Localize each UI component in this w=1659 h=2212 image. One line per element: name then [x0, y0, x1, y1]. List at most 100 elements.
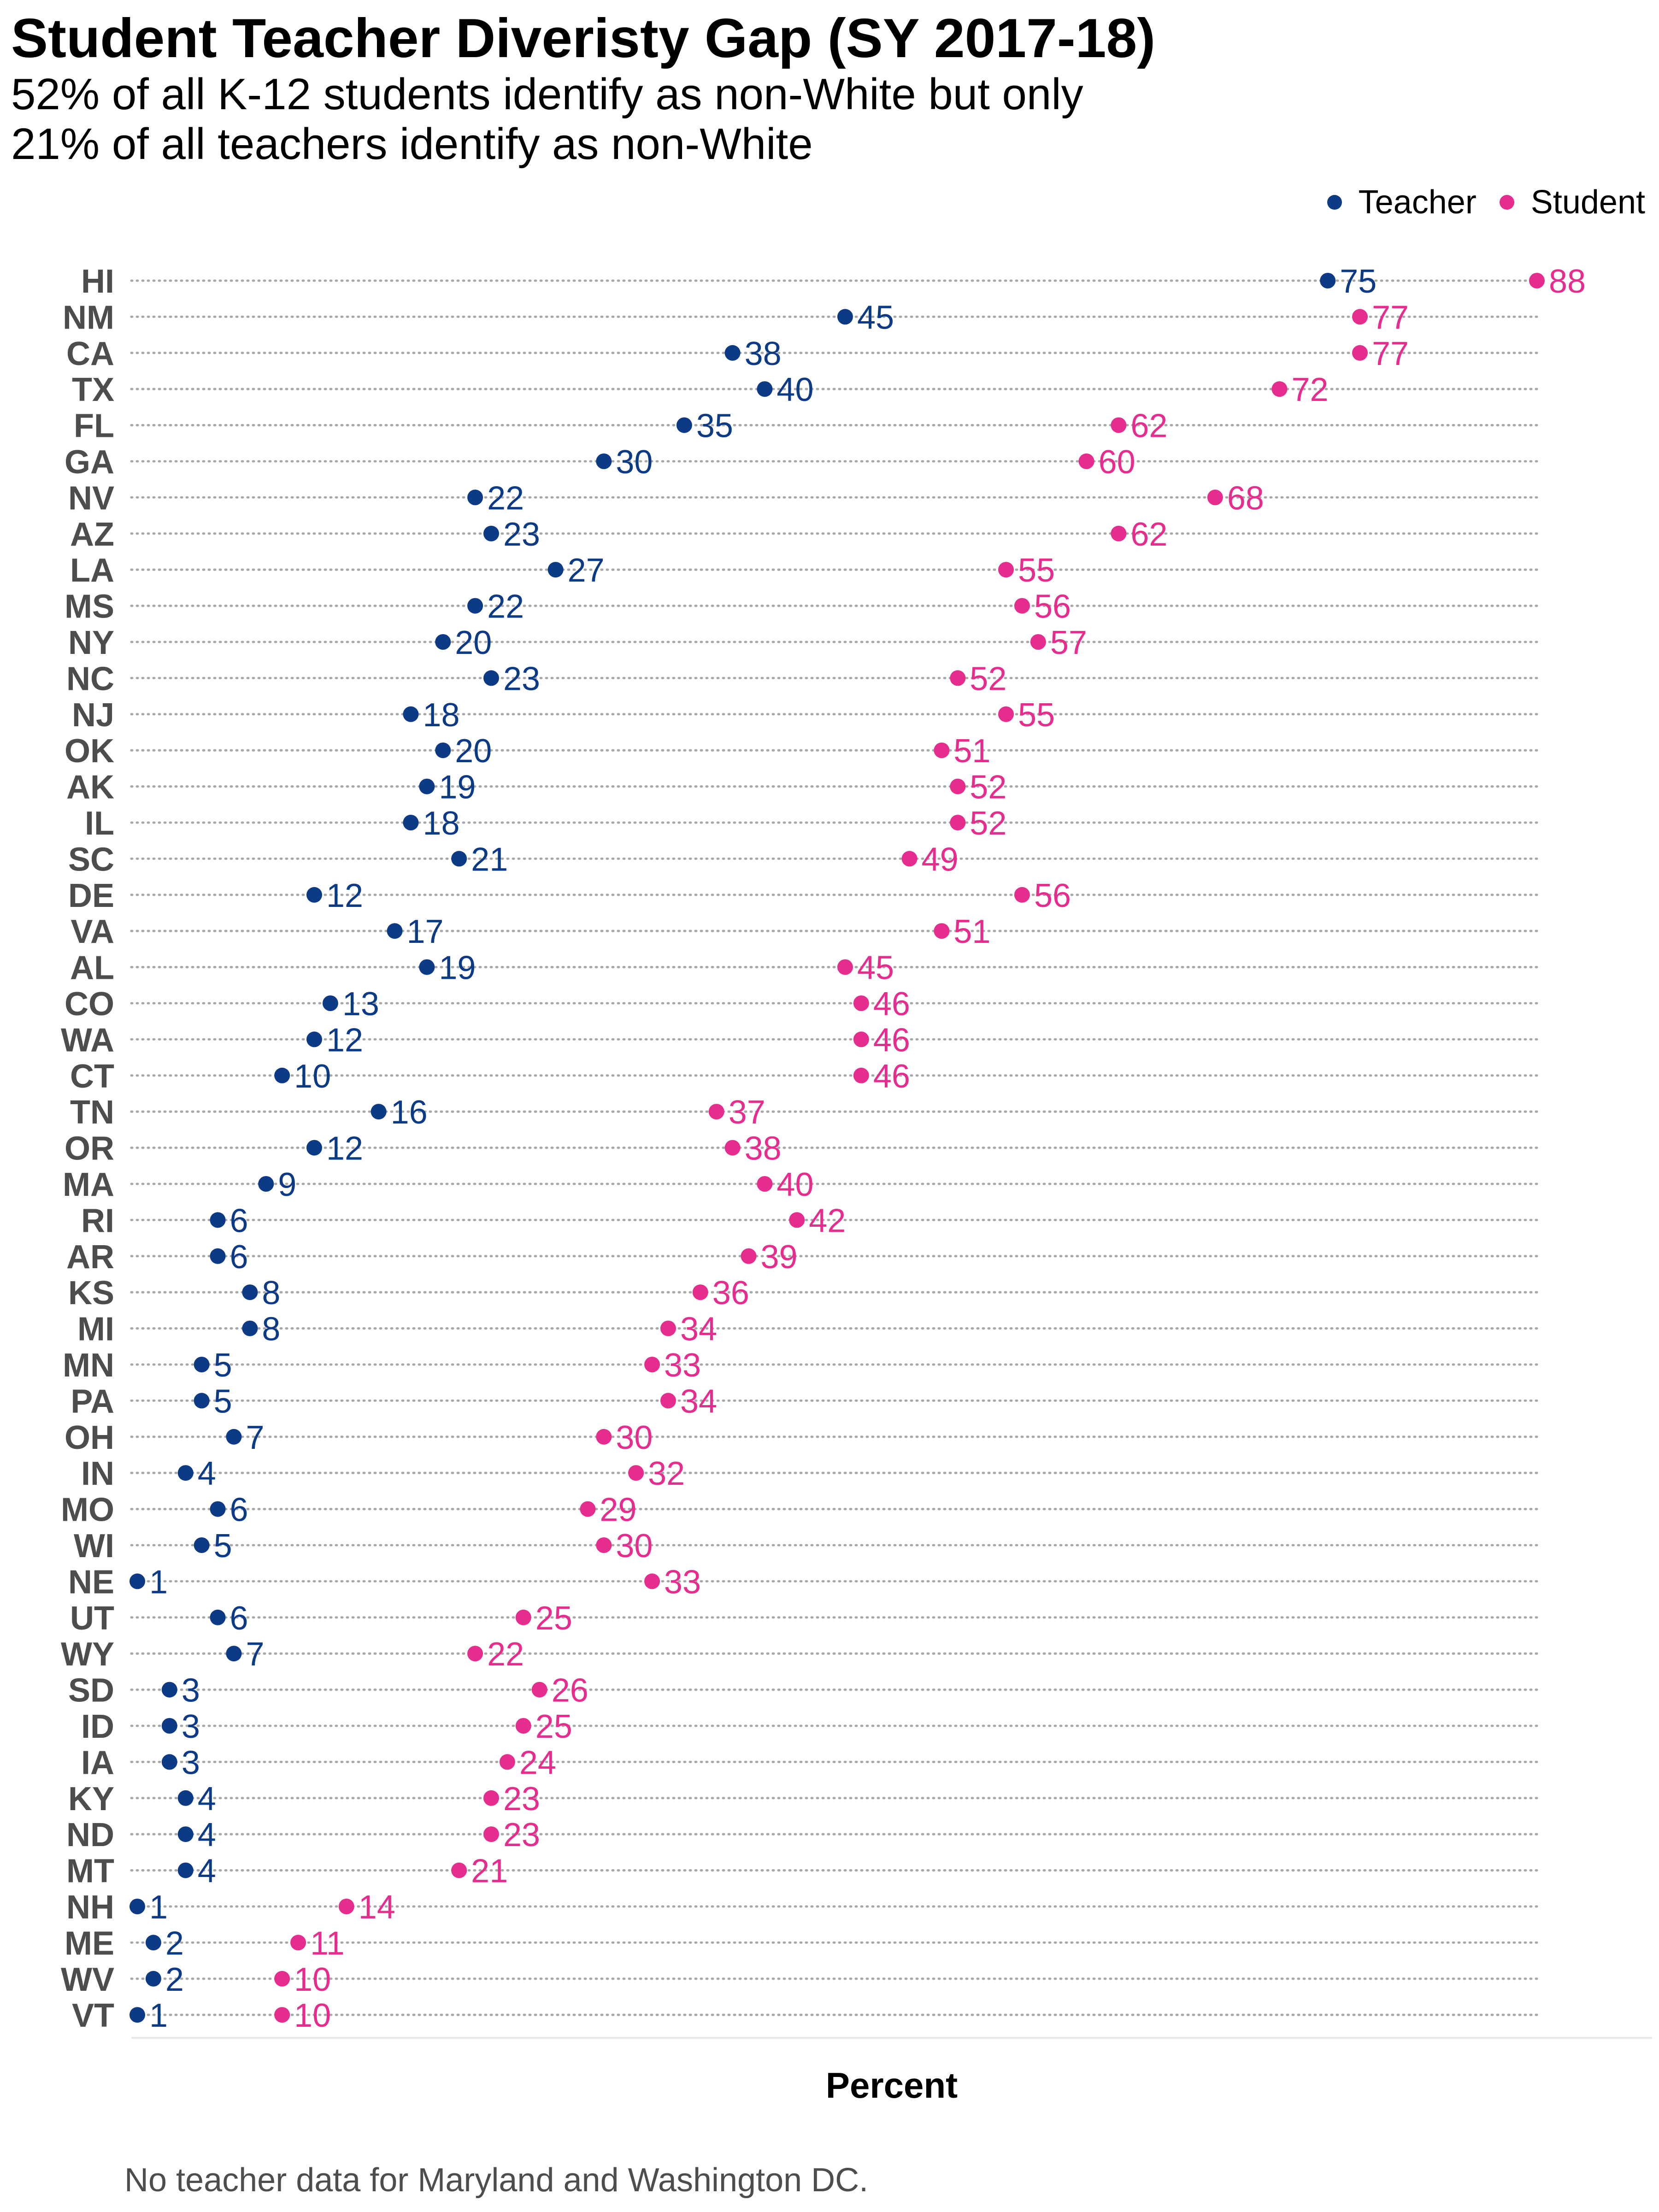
- teacher-point-ny: [435, 634, 451, 650]
- teacher-value-wi: 5: [214, 1528, 232, 1565]
- student-value-ks: 36: [712, 1275, 749, 1312]
- teacher-point-tx: [757, 381, 773, 397]
- student-value-wi: 30: [616, 1528, 653, 1565]
- student-value-az: 62: [1130, 516, 1167, 553]
- chart-legend: Teacher Student: [1304, 183, 1645, 221]
- state-label-nd: ND: [66, 1817, 114, 1853]
- teacher-point-il: [403, 815, 419, 830]
- state-label-az: AZ: [70, 516, 114, 553]
- teacher-point-in: [177, 1465, 194, 1481]
- row-wa: WA 12 46: [61, 1022, 1538, 1059]
- student-point-nc: [950, 670, 966, 686]
- row-or: OR 12 38: [65, 1130, 1538, 1167]
- row-ks: KS 8 36: [68, 1275, 1538, 1312]
- row-va: VA 17 51: [71, 913, 1538, 950]
- teacher-point-vt: [129, 2007, 145, 2023]
- student-point-nv: [1207, 489, 1223, 506]
- student-value-in: 32: [648, 1455, 685, 1492]
- teacher-point-pa: [194, 1393, 210, 1409]
- x-axis-title: Percent: [826, 2065, 958, 2106]
- student-value-ar: 39: [761, 1239, 798, 1276]
- teacher-point-mn: [194, 1357, 210, 1372]
- teacher-value-al: 19: [439, 950, 476, 987]
- teacher-value-nd: 4: [198, 1817, 216, 1853]
- row-ia: IA 3 24: [81, 1744, 1538, 1781]
- teacher-value-va: 17: [407, 913, 444, 950]
- row-nd: ND 4 23: [66, 1817, 1538, 1853]
- student-value-wy: 22: [487, 1636, 524, 1673]
- teacher-point-wa: [306, 1031, 322, 1047]
- teacher-point-ut: [210, 1609, 226, 1625]
- student-value-oh: 30: [616, 1419, 653, 1456]
- student-point-mi: [660, 1320, 676, 1336]
- row-hi: HI 75 88: [81, 263, 1586, 300]
- student-point-tx: [1271, 381, 1288, 397]
- teacher-point-mt: [177, 1862, 194, 1878]
- row-nm: NM 45 77: [63, 299, 1538, 336]
- row-nh: NH 1 14: [66, 1889, 1538, 1926]
- state-label-mt: MT: [66, 1853, 114, 1890]
- student-value-mn: 33: [664, 1347, 701, 1384]
- teacher-point-oh: [226, 1429, 242, 1445]
- state-label-ms: MS: [65, 588, 114, 625]
- teacher-point-al: [419, 959, 435, 975]
- teacher-value-sd: 3: [182, 1672, 200, 1709]
- state-label-ak: AK: [66, 769, 114, 806]
- student-point-ok: [934, 742, 950, 759]
- student-point-va: [934, 923, 950, 939]
- state-label-ut: UT: [70, 1600, 114, 1637]
- student-value-mt: 21: [471, 1853, 508, 1890]
- state-label-nm: NM: [63, 299, 114, 336]
- state-label-fl: FL: [74, 408, 114, 445]
- student-value-co: 46: [873, 986, 910, 1023]
- student-point-mt: [451, 1862, 467, 1878]
- row-id: ID 3 25: [81, 1708, 1538, 1745]
- student-value-ne: 33: [664, 1564, 701, 1600]
- row-nc: NC 23 52: [66, 660, 1538, 697]
- state-label-wi: WI: [74, 1528, 114, 1565]
- student-point-al: [837, 959, 853, 975]
- student-value-de: 56: [1034, 877, 1071, 914]
- teacher-value-mn: 5: [214, 1347, 232, 1384]
- teacher-point-nc: [483, 670, 499, 686]
- teacher-value-la: 27: [568, 552, 605, 589]
- teacher-point-nd: [177, 1826, 194, 1842]
- row-ut: UT 6 25: [70, 1600, 1538, 1637]
- row-ar: AR 6 39: [66, 1239, 1538, 1276]
- state-label-nh: NH: [66, 1889, 114, 1926]
- state-label-hi: HI: [81, 263, 114, 300]
- student-value-tn: 37: [729, 1094, 765, 1131]
- legend-teacher-dot-icon: [1327, 195, 1342, 210]
- student-value-nm: 77: [1372, 299, 1409, 336]
- teacher-value-fl: 35: [696, 408, 733, 445]
- teacher-value-tx: 40: [777, 371, 813, 408]
- teacher-point-nh: [129, 1899, 145, 1914]
- student-point-la: [998, 562, 1014, 578]
- teacher-point-or: [306, 1140, 322, 1156]
- row-il: IL 18 52: [85, 805, 1538, 842]
- state-label-vt: VT: [72, 1997, 114, 2034]
- student-point-nm: [1352, 309, 1368, 325]
- row-vt: VT 1 10: [72, 1997, 1538, 2034]
- row-ne: NE 1 33: [68, 1564, 1538, 1600]
- student-point-az: [1111, 525, 1127, 541]
- teacher-value-wa: 12: [326, 1022, 363, 1059]
- state-label-mo: MO: [61, 1492, 114, 1529]
- row-wv: WV 2 10: [61, 1961, 1538, 1998]
- state-label-ct: CT: [70, 1058, 114, 1095]
- student-point-ri: [789, 1212, 805, 1228]
- teacher-point-fl: [676, 417, 692, 433]
- state-label-va: VA: [71, 913, 114, 950]
- row-ny: NY 20 57: [68, 624, 1538, 661]
- teacher-value-co: 13: [342, 986, 379, 1023]
- row-in: IN 4 32: [81, 1455, 1538, 1492]
- teacher-value-mo: 6: [230, 1492, 248, 1529]
- state-label-ny: NY: [68, 624, 114, 661]
- teacher-value-ok: 20: [455, 733, 492, 770]
- teacher-point-de: [306, 887, 322, 903]
- teacher-value-ny: 20: [455, 624, 492, 661]
- student-value-ak: 52: [970, 769, 1006, 806]
- student-value-nj: 55: [1018, 697, 1055, 734]
- student-point-co: [853, 995, 869, 1011]
- teacher-point-ct: [274, 1067, 290, 1083]
